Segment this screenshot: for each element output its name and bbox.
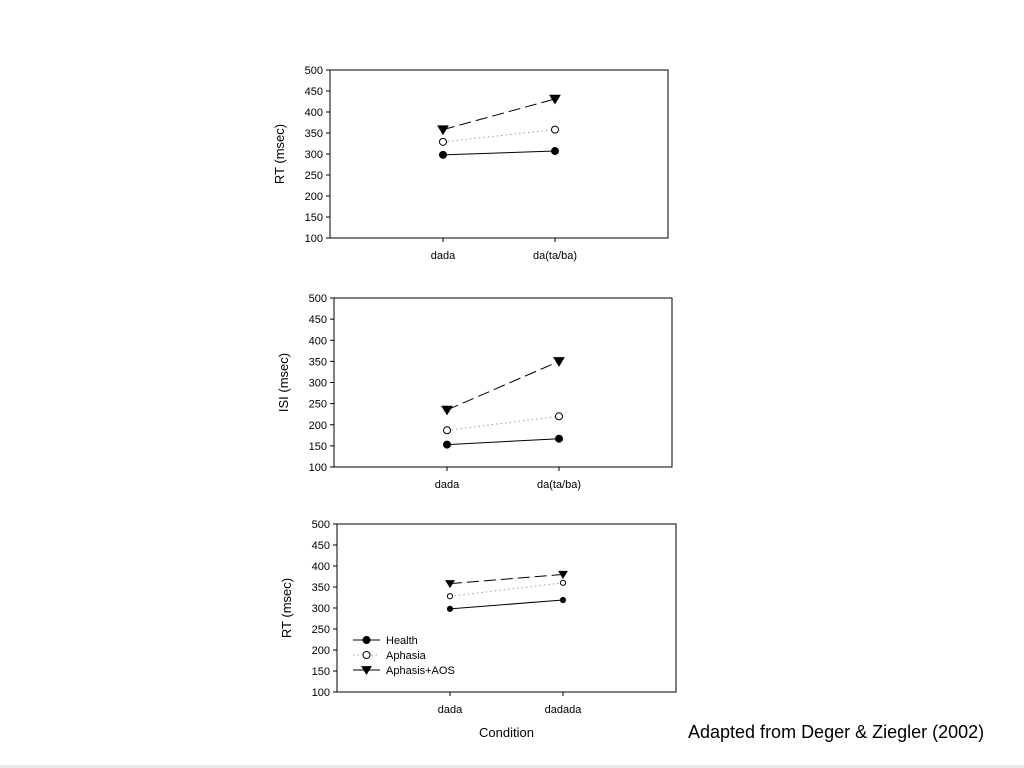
x-tick-label: dada	[438, 704, 463, 716]
series-health	[439, 147, 559, 159]
y-axis-label: RT (msec)	[279, 578, 294, 638]
data-point-filled-circle	[446, 605, 454, 612]
legend-label: Aphasis+AOS	[386, 665, 455, 677]
plot-frame	[329, 69, 669, 239]
series-health	[446, 596, 567, 612]
x-tick-label: dadada	[545, 704, 583, 716]
y-tick-label: 450	[309, 314, 327, 326]
series-line	[446, 360, 560, 411]
bottom-divider	[0, 765, 1024, 768]
data-point-triangle	[549, 94, 561, 105]
data-point-open-circle	[446, 593, 454, 600]
y-tick-label: 300	[309, 378, 327, 390]
series-line	[446, 415, 560, 431]
y-tick-label: 400	[309, 335, 327, 347]
y-tick-label: 500	[312, 519, 330, 531]
y-axis-label: ISI (msec)	[276, 353, 291, 412]
y-tick-label: 100	[305, 233, 323, 245]
data-point-filled-circle	[555, 434, 563, 443]
series-aphasis-aos	[445, 570, 568, 589]
x-axis-label: Condition	[479, 725, 534, 740]
y-tick-label: 200	[305, 191, 323, 203]
series-line	[442, 150, 556, 156]
data-point-open-circle	[551, 125, 559, 134]
series-line	[449, 573, 564, 585]
x-tick-label: dada	[435, 479, 460, 491]
y-tick-label: 500	[309, 293, 327, 305]
series-aphasis-aos	[441, 357, 565, 416]
series-line	[449, 582, 564, 597]
y-tick-label: 450	[312, 540, 330, 552]
data-point-triangle	[441, 405, 453, 416]
data-point-triangle	[445, 580, 455, 589]
y-tick-label: 300	[312, 603, 330, 615]
series-health	[443, 434, 563, 449]
x-tick-label: da(ta/ba)	[533, 250, 577, 262]
y-tick-label: 300	[305, 149, 323, 161]
legend: Health Aphasia Aphasis+AOS	[353, 635, 455, 677]
series-aphasia	[446, 579, 567, 600]
y-tick-label: 250	[305, 170, 323, 182]
y-tick-label: 100	[309, 462, 327, 474]
legend-label: Aphasia	[386, 650, 427, 662]
data-point-triangle	[553, 357, 565, 367]
legend-label: Health	[386, 635, 418, 647]
x-tick-label: da(ta/ba)	[537, 479, 581, 491]
citation-text: Adapted from Deger & Ziegler (2002)	[688, 722, 985, 742]
data-point-open-circle	[559, 579, 567, 586]
x-tick-label: dada	[431, 250, 456, 262]
data-point-open-circle	[362, 651, 371, 659]
data-point-triangle	[361, 666, 372, 676]
y-tick-label: 400	[312, 561, 330, 573]
data-point-filled-circle	[443, 440, 451, 449]
data-point-triangle	[437, 125, 449, 136]
data-point-open-circle	[443, 426, 451, 435]
series-line	[442, 129, 556, 143]
y-tick-label: 200	[309, 420, 327, 432]
y-tick-label: 150	[309, 441, 327, 453]
series-line	[449, 599, 564, 610]
series-line	[446, 438, 560, 446]
data-point-open-circle	[555, 412, 563, 421]
series-aphasia	[439, 125, 559, 146]
series-line	[442, 98, 556, 131]
y-tick-label: 100	[312, 687, 330, 699]
chart-panel-rt-top: 100 150 200 250 300 350 400 450 500 dada da(ta/ba)…	[272, 65, 669, 262]
y-tick-label: 250	[312, 624, 330, 636]
data-point-filled-circle	[559, 596, 567, 604]
y-tick-label: 450	[305, 86, 323, 98]
y-tick-label: 150	[305, 212, 323, 224]
series-aphasia	[443, 412, 563, 435]
y-tick-label: 200	[312, 645, 330, 657]
y-tick-label: 150	[312, 666, 330, 678]
y-tick-label: 250	[309, 399, 327, 411]
y-tick-label: 350	[305, 128, 323, 140]
data-point-open-circle	[439, 137, 447, 146]
y-tick-label: 500	[305, 65, 323, 77]
series-aphasis-aos	[437, 94, 561, 136]
data-point-filled-circle	[551, 147, 559, 156]
y-tick-label: 400	[305, 107, 323, 119]
y-tick-label: 350	[309, 356, 327, 368]
y-tick-label: 350	[312, 582, 330, 594]
data-point-filled-circle	[362, 636, 371, 644]
chart-panel-isi: 100 150 200 250 300 350 400 450 500 dada da(ta/ba)…	[276, 293, 673, 491]
data-point-triangle	[558, 570, 568, 579]
y-axis-label: RT (msec)	[272, 124, 287, 184]
data-point-filled-circle	[439, 150, 447, 159]
